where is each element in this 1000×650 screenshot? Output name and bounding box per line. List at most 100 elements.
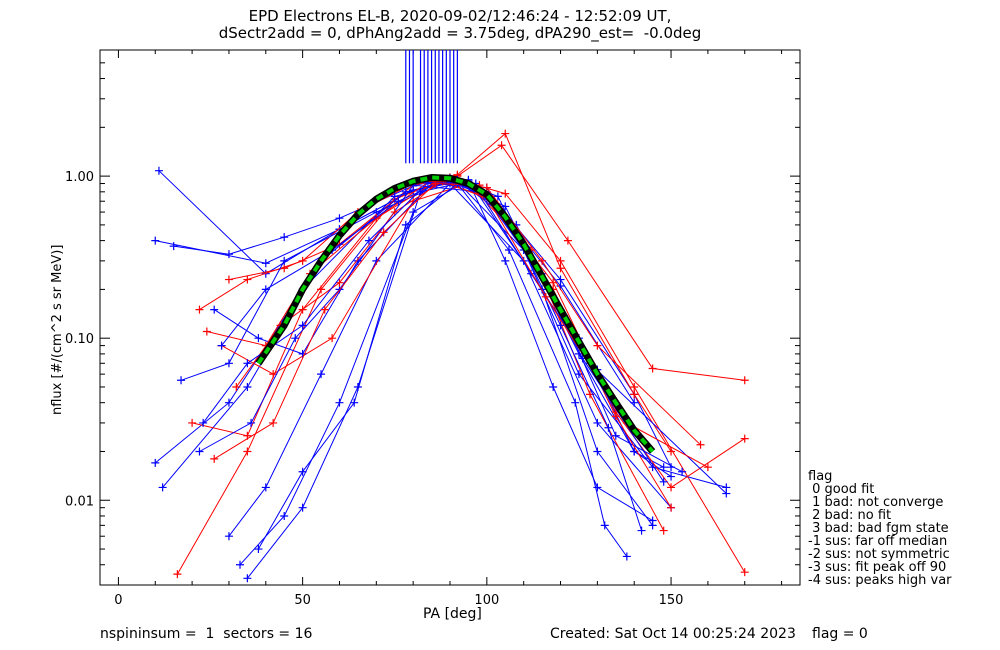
data-point [722,489,731,498]
data-point [390,192,399,201]
data-point [667,472,676,481]
data-point [177,376,186,385]
data-point [247,418,256,427]
series-line [257,182,628,557]
data-point [563,236,572,245]
data-point [482,183,491,192]
data-point [593,341,602,350]
data-point [335,278,344,287]
fit-curve-green [256,175,655,453]
data-point [291,334,300,343]
series-line [235,180,672,508]
data-point [210,305,219,314]
data-point [280,264,289,273]
data-point [611,412,620,421]
data-point [630,382,639,391]
data-point [703,463,712,472]
data-point [298,321,307,330]
data-point [504,246,513,255]
data-point [280,256,289,265]
data-point [224,250,233,259]
data-point [261,285,270,294]
data-point [169,242,178,251]
data-point [335,398,344,407]
data-point [151,458,160,467]
data-point [280,511,289,520]
data-point [364,236,373,245]
fit-curve-black [255,174,656,454]
data-point [740,434,749,443]
data-point [630,390,639,399]
footer-flag: flag = 0 [812,626,868,642]
y-tick-label: 0.01 [65,494,94,509]
data-point [210,454,219,463]
series-line [247,180,653,579]
series-line [228,182,672,537]
data-point [696,440,705,449]
data-point [519,256,528,265]
data-point [335,214,344,223]
data-point [622,552,631,561]
data-point [328,334,337,343]
flag-legend-item: -2 sus: not symmetric [808,547,950,562]
fit-curve-layer [255,174,656,454]
data-point [243,275,252,284]
data-point [261,483,270,492]
data-point [556,256,565,265]
footer-sectors: nspininsum = 1 sectors = 16 [100,626,313,642]
data-point [556,321,565,330]
data-point [501,129,510,138]
series-line [180,179,672,478]
flag-legend-item: 3 bad: bad fgm state [808,521,949,536]
data-point [261,259,270,268]
data-point [158,483,167,492]
data-point [604,423,613,432]
flag-legend-item: 0 good fit [808,482,875,497]
data-point [637,526,646,535]
data-point [556,264,565,273]
data-point [154,166,163,175]
data-point [243,382,252,391]
spike-layer [405,50,458,164]
data-point [254,545,263,554]
data-point [217,341,226,350]
data-point [224,359,233,368]
data-point [298,503,307,512]
x-tick-label: 150 [659,593,684,608]
data-point [224,532,233,541]
flag-legend-item: 1 bad: not converge [808,495,944,510]
data-point [501,256,510,265]
data-point [317,370,326,379]
flag-legend: flag 0 good fit 1 bad: not converge 2 ba… [808,470,952,587]
data-point [224,398,233,407]
data-point [667,483,676,492]
series-layer [151,129,749,583]
x-axis-label: PA [deg] [423,606,482,622]
data-point [350,398,359,407]
chart-title-line1: EPD Electrons EL-B, 2020-09-02/12:46:24 … [248,7,672,25]
series-line [228,144,745,381]
data-point [372,214,381,223]
data-point [254,334,263,343]
data-point [593,483,602,492]
data-point [298,256,307,265]
data-point [379,228,388,237]
series-line [221,182,665,531]
data-point [493,192,502,201]
y-tick-label: 1.00 [65,170,94,185]
data-point [280,233,289,242]
data-point [501,189,510,198]
data-point [195,305,204,314]
data-point [269,418,278,427]
data-point [659,477,668,486]
axis-ticks: 0 50 100 150 0.01 0.10 1.00 [65,49,800,608]
flag-legend-item: -4 sus: peaks high var [808,573,952,588]
series-line [176,176,746,575]
data-point [611,431,620,440]
y-tick-label: 0.10 [65,332,94,347]
data-point [202,327,211,336]
data-point [549,382,558,391]
data-point [497,141,506,150]
data-point [195,447,204,456]
